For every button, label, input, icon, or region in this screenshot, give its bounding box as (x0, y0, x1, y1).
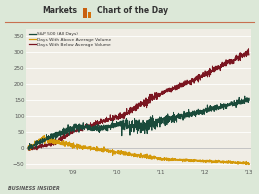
Bar (83, 8, 87, 18)
Text: BUSINESS INSIDER: BUSINESS INSIDER (8, 186, 60, 191)
Bar (88, 12, 91, 18)
Text: Markets: Markets (43, 6, 78, 15)
Text: Chart of the Day: Chart of the Day (97, 6, 168, 15)
Legend: S&P 500 (All Days), Days With Above Average Volume, Days With Below Average Volu: S&P 500 (All Days), Days With Above Aver… (28, 31, 113, 48)
